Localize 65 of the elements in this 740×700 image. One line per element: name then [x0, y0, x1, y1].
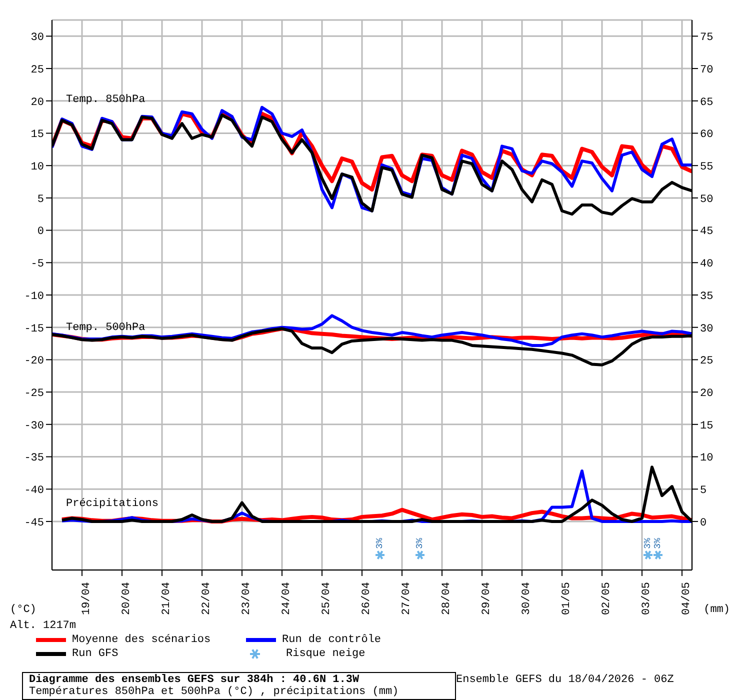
x-tick-label: 21/04 — [160, 582, 173, 616]
x-tick-label: 02/05 — [600, 582, 613, 616]
y2-tick-label: 40 — [700, 258, 714, 271]
annotation: 3% — [643, 538, 653, 549]
y-tick-label: -5 — [30, 258, 44, 271]
y-tick-label: 15 — [30, 129, 44, 142]
annotation: Temp. 500hPa — [66, 322, 146, 334]
y-tick-label: 25 — [30, 64, 44, 76]
x-tick-label: 03/05 — [640, 582, 653, 616]
y2-tick-label: 50 — [700, 194, 714, 206]
x-tick-label: 04/05 — [680, 582, 693, 616]
y2-tick-label: 75 — [700, 32, 714, 44]
y2-tick-label: 20 — [700, 388, 714, 400]
x-tick-label: 20/04 — [120, 582, 133, 616]
y2-tick-label: 65 — [700, 96, 714, 109]
x-tick-label: 23/04 — [240, 582, 253, 616]
legend-label: Run de contrôle — [282, 634, 382, 646]
y2-tick-label: 15 — [700, 420, 714, 432]
y2-tick-label: 70 — [700, 64, 714, 76]
y-axis-title: (°C) — [10, 604, 36, 616]
y-tick-label: -35 — [24, 452, 44, 465]
y2-tick-label: 30 — [700, 323, 714, 336]
text: Diagramme des ensembles GEFS sur 384h : 40.6N 1.3W — [29, 674, 360, 686]
annotation: 3% — [415, 538, 425, 549]
y2-tick-label: 0 — [700, 517, 707, 530]
x-tick-label: 01/05 — [560, 582, 573, 616]
y-tick-label: 20 — [30, 96, 44, 109]
y-tick-label: 30 — [30, 32, 44, 44]
y-tick-label: -25 — [24, 388, 44, 400]
y2-tick-label: 5 — [700, 485, 707, 498]
y-tick-label: -45 — [24, 517, 44, 530]
x-tick-label: 24/04 — [280, 582, 293, 616]
y-tick-label: -20 — [24, 356, 44, 368]
y-tick-label: -15 — [24, 323, 44, 336]
text: Risque neige — [286, 648, 366, 660]
annotation: 3% — [653, 538, 663, 549]
text: Alt. 1217m — [10, 620, 76, 632]
legend-label: Moyenne des scénarios — [72, 634, 211, 646]
y2-tick-label: 45 — [700, 226, 714, 238]
y2-tick-label: 10 — [700, 452, 714, 465]
y2-tick-label: 60 — [700, 129, 714, 142]
x-tick-label: 27/04 — [400, 582, 413, 616]
legend-label: Run GFS — [72, 648, 118, 660]
annotation: Précipitations — [66, 498, 158, 510]
y-tick-label: -40 — [24, 485, 44, 498]
y-tick-label: -30 — [24, 420, 44, 432]
x-tick-label: 30/04 — [520, 582, 533, 616]
y2-axis-title: (mm) — [704, 604, 730, 616]
x-tick-label: 19/04 — [80, 582, 93, 616]
y2-tick-label: 25 — [700, 356, 714, 368]
y2-tick-label: 55 — [700, 161, 714, 174]
annotation: 3% — [375, 538, 385, 549]
y-tick-label: 5 — [37, 194, 44, 206]
y-tick-label: 10 — [30, 161, 44, 174]
annotation: Temp. 850hPa — [66, 94, 146, 106]
y2-tick-label: 35 — [700, 290, 714, 303]
text: Ensemble GEFS du 18/04/2026 - 06Z — [456, 674, 674, 686]
text: Températures 850hPa et 500hPa (°C) , précipitations (mm) — [29, 686, 400, 698]
x-tick-label: 22/04 — [200, 582, 213, 616]
y-tick-label: -10 — [24, 290, 44, 303]
x-tick-label: 29/04 — [480, 582, 493, 616]
x-tick-label: 26/04 — [360, 582, 373, 616]
y-tick-label: 0 — [37, 226, 44, 238]
x-tick-label: 25/04 — [320, 582, 333, 616]
x-tick-label: 28/04 — [440, 582, 453, 616]
